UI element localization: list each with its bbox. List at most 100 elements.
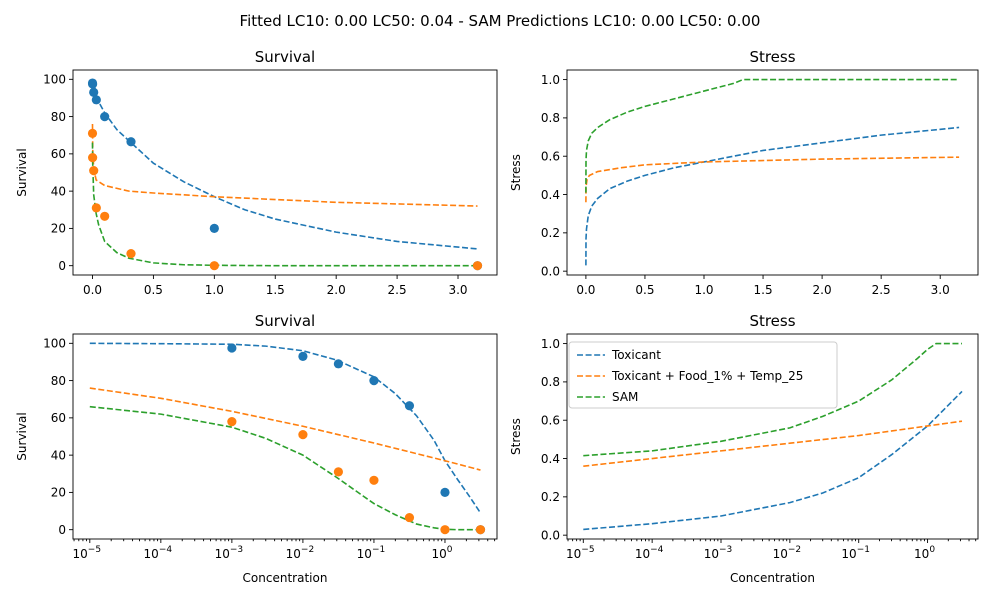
x-tick-label: 10−5 — [566, 545, 595, 561]
series-line-sam — [585, 78, 960, 193]
y-tick-label: 0.4 — [541, 452, 560, 466]
y-tick-label: 0.2 — [541, 490, 560, 504]
data-point-toxicant — [209, 223, 219, 234]
x-tick-label: 3.0 — [931, 283, 950, 297]
y-tick-label: 0.4 — [541, 188, 560, 202]
x-tick-label: 2.5 — [388, 283, 407, 297]
plot-frame — [72, 69, 498, 276]
data-point-toxicant — [100, 111, 110, 122]
x-tick-label: 2.0 — [813, 283, 832, 297]
y-tick-label: 0.0 — [541, 264, 560, 278]
data-point-toxicant_food_temp — [298, 430, 308, 440]
x-tick-exponent: 0 — [929, 545, 935, 555]
x-tick-exponent: −4 — [650, 545, 664, 555]
x-tick-label: 1.5 — [754, 283, 773, 297]
x-tick-label: 2.5 — [872, 283, 891, 297]
data-point-toxicant_food_temp — [89, 166, 99, 176]
series-line-sam — [89, 405, 481, 531]
data-point-toxicant — [89, 87, 99, 97]
x-tick-label: 10−3 — [215, 545, 244, 561]
panel-title: Survival — [255, 312, 315, 330]
data-point-toxicant — [404, 401, 415, 411]
y-tick-label: 0.8 — [541, 111, 560, 125]
legend-label: SAM — [612, 390, 638, 404]
x-tick-exponent: −2 — [788, 545, 801, 555]
x-tick-label: 1.5 — [266, 283, 285, 297]
x-tick-label: 10−2 — [773, 545, 802, 561]
x-tick-exponent: −4 — [159, 545, 173, 555]
x-tick-label: 10−5 — [73, 545, 102, 561]
x-tick-exponent: −3 — [719, 545, 732, 555]
data-point-toxicant_food_temp — [87, 128, 98, 138]
y-tick-label: 1.0 — [541, 73, 560, 87]
data-point-toxicant — [126, 137, 136, 147]
x-tick-label: 100 — [914, 545, 935, 561]
data-point-toxicant — [369, 375, 379, 386]
y-tick-label: 1.0 — [541, 337, 560, 351]
panel-title: Stress — [749, 48, 795, 66]
x-tick-label: 10−3 — [704, 545, 733, 561]
x-tick-label: 10−4 — [635, 545, 664, 561]
y-tick-label: 0.6 — [541, 414, 560, 428]
series-line-toxicant — [89, 342, 482, 514]
legend: Toxicant Toxicant + Food_1% + Temp_25 SAM — [568, 341, 838, 409]
x-tick-label: 2.0 — [327, 283, 346, 297]
data-point-toxicant_food_temp — [91, 203, 101, 213]
x-tick-exponent: −1 — [372, 545, 385, 555]
x-tick-label: 100 — [431, 545, 452, 561]
y-tick-label: 80 — [51, 374, 66, 388]
panel-title: Survival — [255, 48, 315, 66]
data-point-toxicant_food_temp — [440, 525, 450, 535]
x-tick-label: 0.5 — [635, 283, 654, 297]
data-point-toxicant — [333, 359, 343, 369]
y-tick-label: 100 — [43, 73, 66, 87]
x-tick-exponent: 0 — [447, 545, 453, 555]
panel-stress_log: Stress 10−5 10−4 10−3 10−2 10−1 100 0.0 0.2 0.4 0.… — [509, 312, 979, 585]
y-axis-label: Survival — [15, 412, 29, 460]
x-tick-label: 0.0 — [83, 283, 102, 297]
data-point-toxicant_food_temp — [333, 467, 343, 477]
panel-title: Stress — [749, 312, 795, 330]
x-tick-label: 10−1 — [841, 545, 870, 561]
y-tick-label: 80 — [51, 110, 66, 124]
x-tick-label: 1.0 — [205, 283, 224, 297]
y-tick-label: 0 — [58, 259, 66, 273]
x-tick-label: 0.0 — [576, 283, 595, 297]
y-tick-label: 0.8 — [541, 375, 560, 389]
x-tick-exponent: −5 — [88, 545, 101, 555]
series-line-toxicant_food_temp — [89, 387, 481, 471]
data-point-toxicant_food_temp — [100, 211, 110, 221]
x-axis-label: Concentration — [243, 571, 328, 585]
data-point-toxicant — [227, 343, 237, 353]
y-axis-label: Survival — [15, 148, 29, 196]
data-point-toxicant_food_temp — [126, 248, 136, 259]
data-point-toxicant_food_temp — [369, 475, 379, 485]
x-tick-exponent: −3 — [230, 545, 243, 555]
legend-label: Toxicant — [611, 348, 661, 362]
data-point-toxicant_food_temp — [475, 525, 486, 535]
data-point-toxicant_food_temp — [88, 152, 98, 163]
x-tick-label: 10−4 — [144, 545, 173, 561]
series-line-toxicant — [585, 126, 960, 266]
data-point-toxicant — [440, 487, 450, 498]
series-line-toxicant_food_temp — [583, 420, 963, 467]
series-line-toxicant — [583, 390, 963, 531]
plot-frame — [72, 333, 498, 540]
y-tick-label: 40 — [51, 448, 66, 462]
chart-panels: Survival 0.0 0.5 1.0 1.5 2.0 2.5 3.0 0 20 40 60 80 10… — [15, 48, 979, 585]
data-point-toxicant — [298, 351, 308, 361]
x-tick-label: 1.0 — [694, 283, 713, 297]
data-point-toxicant_food_temp — [404, 512, 415, 523]
x-tick-label: 3.0 — [448, 283, 467, 297]
data-point-toxicant_food_temp — [227, 416, 237, 427]
x-tick-label: 0.5 — [144, 283, 163, 297]
series-line-toxicant_food_temp — [585, 156, 960, 203]
data-point-toxicant — [88, 79, 98, 89]
y-tick-label: 0 — [58, 523, 66, 537]
plot-frame — [566, 333, 979, 540]
y-tick-label: 40 — [51, 184, 66, 198]
panel-survival_linear: Survival 0.0 0.5 1.0 1.5 2.0 2.5 3.0 0 20 40 60 80 10… — [15, 48, 498, 297]
y-tick-label: 100 — [43, 337, 66, 351]
